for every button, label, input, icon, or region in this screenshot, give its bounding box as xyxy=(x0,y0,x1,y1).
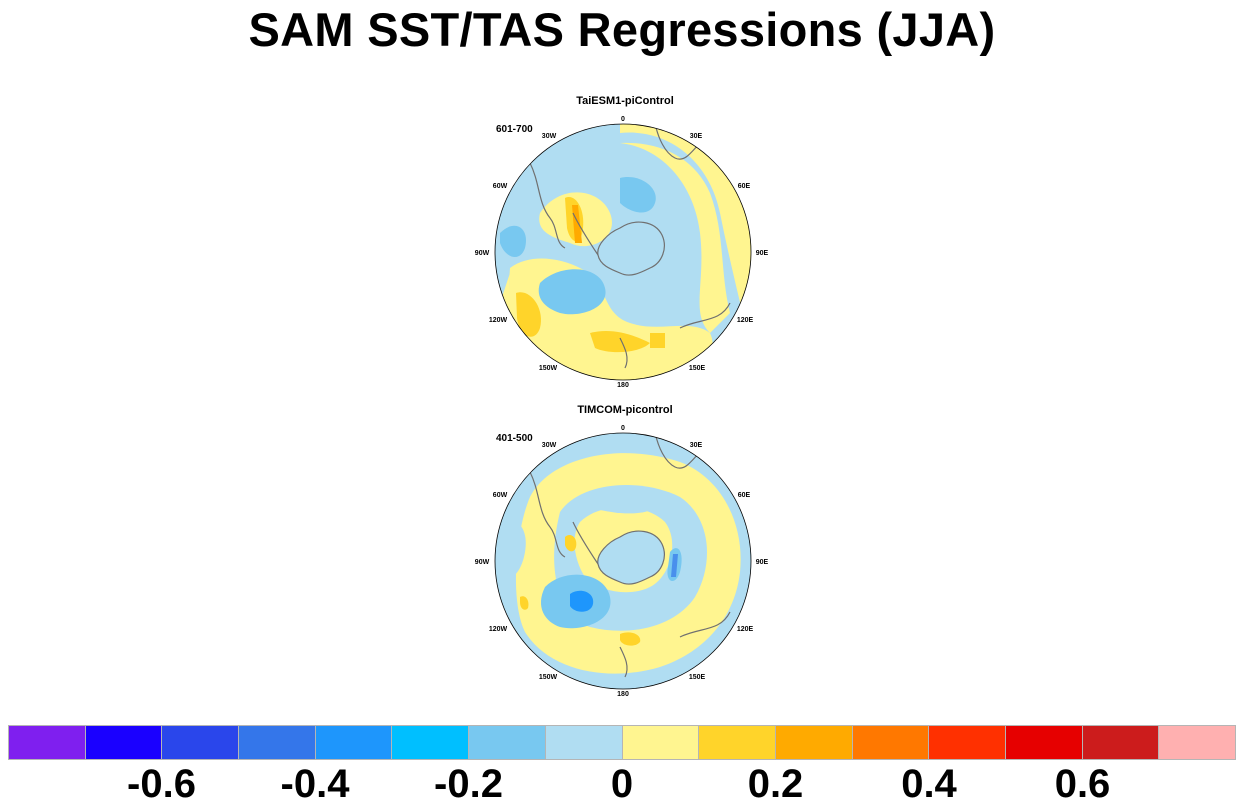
lon-label-180: 180 xyxy=(617,691,629,698)
panel-period-label: 401-500 xyxy=(496,433,533,444)
lon-label-90e: 90E xyxy=(756,559,769,566)
colorbar-box xyxy=(621,725,700,760)
colorbar-box xyxy=(161,725,240,760)
lon-label-90w: 90W xyxy=(475,250,490,257)
lon-label-120e: 120E xyxy=(737,626,754,633)
lon-label-60w: 60W xyxy=(493,183,508,190)
map-boundary xyxy=(494,432,752,690)
colorbar-box xyxy=(544,725,623,760)
colorbar-box xyxy=(314,725,393,760)
lon-label-150w: 150W xyxy=(539,674,558,681)
colorbar-label: 0.4 xyxy=(901,762,957,806)
polar-map: 0 30E 60E 90E 120E 150E 180 150W 120W 90… xyxy=(475,116,769,389)
lon-label-60e: 60E xyxy=(738,183,751,190)
lon-label-180: 180 xyxy=(617,382,629,389)
colorbar-box xyxy=(1158,725,1236,760)
map-boundary xyxy=(494,123,752,381)
map-panel-taiesm1: TaiESM1-piControl 601-700 xyxy=(470,93,780,393)
lon-label-30e: 30E xyxy=(690,442,703,449)
colorbar-box xyxy=(468,725,546,760)
colorbar-box xyxy=(698,725,776,760)
colorbar-label: -0.2 xyxy=(434,762,503,806)
colorbar-label: 0.2 xyxy=(747,762,804,806)
lon-label-60e: 60E xyxy=(738,492,751,499)
lon-label-150w: 150W xyxy=(539,365,558,372)
lon-label-60w: 60W xyxy=(493,492,508,499)
colorbar-box xyxy=(1004,725,1083,760)
colorbar-box xyxy=(238,725,316,760)
panel-title: TaiESM1-piControl xyxy=(576,95,674,107)
lon-label-0: 0 xyxy=(621,116,625,123)
panel-title: TIMCOM-picontrol xyxy=(577,404,673,416)
colorbar-label: -0.4 xyxy=(280,762,350,806)
longitude-labels: 0 30E 60E 90E 120E 150E 180 150W 120W 90… xyxy=(475,425,769,698)
colorbar-label: 0.6 xyxy=(1054,762,1111,806)
colorbar-box xyxy=(774,725,853,760)
lon-label-30w: 30W xyxy=(542,133,557,140)
lon-label-0: 0 xyxy=(621,425,625,432)
colorbar-label: 0 xyxy=(610,762,634,806)
panel-period-label: 601-700 xyxy=(496,124,533,135)
colorbar-label: -0.6 xyxy=(127,762,196,806)
colorbar-box xyxy=(1081,725,1160,760)
colorbar-box xyxy=(391,725,470,760)
lon-label-30w: 30W xyxy=(542,442,557,449)
colorbar-box xyxy=(84,725,163,760)
figure-title: SAM SST/TAS Regressions (JJA) xyxy=(248,3,996,56)
colorbar-box xyxy=(928,725,1006,760)
lon-label-150e: 150E xyxy=(689,674,706,681)
lon-label-90e: 90E xyxy=(756,250,769,257)
colorbar-box xyxy=(851,725,930,760)
colorbar-labels: -0.6 -0.4 -0.2 0 0.2 0.4 0.6 xyxy=(0,760,1244,806)
lon-label-120e: 120E xyxy=(737,317,754,324)
lon-label-120w: 120W xyxy=(489,317,508,324)
lon-label-150e: 150E xyxy=(689,365,706,372)
lon-label-90w: 90W xyxy=(475,559,490,566)
colorbar xyxy=(8,725,1236,760)
lon-label-30e: 30E xyxy=(690,133,703,140)
map-panel-timcom: TIMCOM-picontrol 401-500 xyxy=(470,402,780,702)
colorbar-box xyxy=(8,725,86,760)
polar-map: 0 30E 60E 90E 120E 150E 180 150W 120W 90… xyxy=(475,425,769,698)
longitude-labels: 0 30E 60E 90E 120E 150E 180 150W 120W 90… xyxy=(475,116,769,389)
lon-label-120w: 120W xyxy=(489,626,508,633)
